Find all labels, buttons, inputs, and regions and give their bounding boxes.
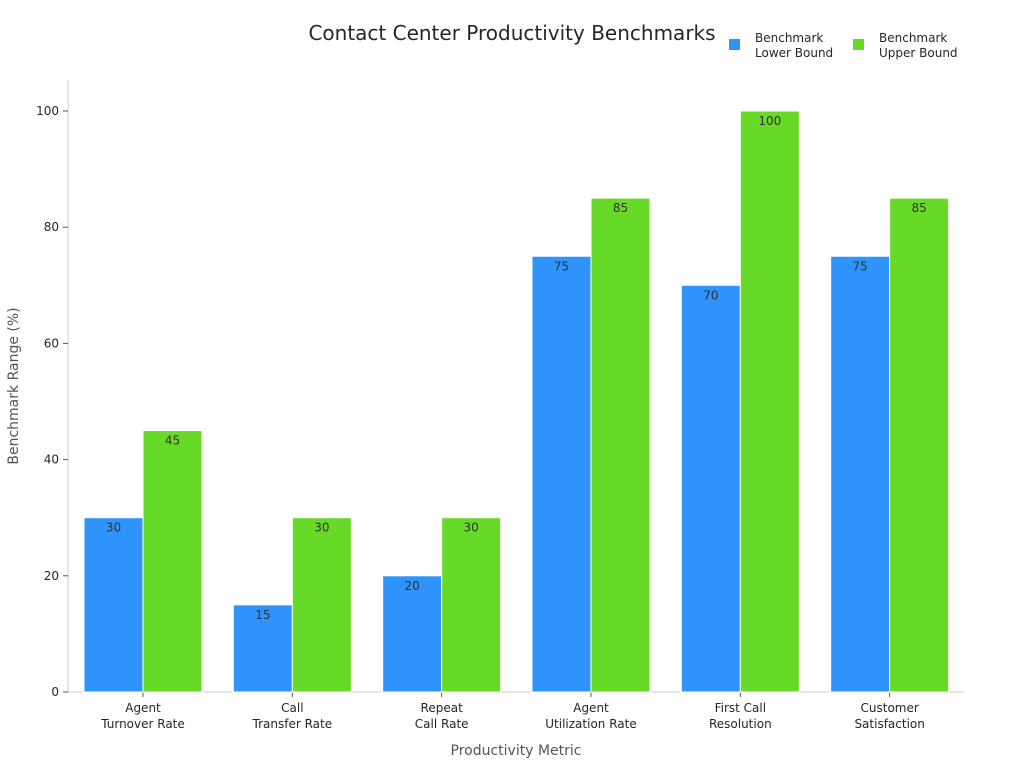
- x-tick-label: Repeat Call Rate: [415, 701, 469, 731]
- y-tick-label: 100: [36, 104, 59, 118]
- y-tick-label: 40: [44, 453, 59, 467]
- chart-title: Contact Center Productivity Benchmarks: [308, 21, 715, 45]
- data-label: 15: [255, 608, 270, 622]
- bars: [83, 110, 950, 693]
- legend-swatch-upper: [853, 39, 864, 50]
- bar-lower-4: [680, 284, 741, 693]
- bar-lower-3: [531, 255, 592, 693]
- y-tick-label: 60: [44, 336, 59, 350]
- bar-lower-5: [830, 255, 891, 693]
- data-label: 75: [853, 259, 868, 273]
- y-tick-label: 0: [51, 685, 59, 699]
- x-tick-label: Agent Turnover Rate: [100, 701, 185, 731]
- bar-upper-3: [590, 197, 651, 693]
- bar-upper-5: [889, 197, 950, 693]
- bar-upper-1: [291, 517, 352, 693]
- y-axis-title: Benchmark Range (%): [6, 307, 22, 464]
- legend-label-upper: Benchmark Upper Bound: [879, 31, 958, 60]
- bar-upper-0: [142, 430, 203, 693]
- data-label: 85: [912, 201, 927, 215]
- data-label: 70: [703, 288, 718, 302]
- data-label: 75: [554, 259, 569, 273]
- legend-swatch-lower: [729, 39, 740, 50]
- data-label: 30: [106, 521, 121, 535]
- data-label: 100: [758, 114, 781, 128]
- axes: 0 20 40 60 80 100 Agent Turnover Rate Call Transf…: [36, 80, 964, 731]
- bar-lower-0: [83, 517, 144, 693]
- x-tick-label: First Call Resolution: [709, 701, 772, 731]
- bar-upper-4: [739, 110, 800, 693]
- x-tick-label: Agent Utilization Rate: [545, 701, 636, 731]
- y-tick-label: 20: [44, 569, 59, 583]
- y-tick-label: 80: [44, 220, 59, 234]
- legend-label-lower: Benchmark Lower Bound: [755, 31, 833, 60]
- data-labels: 30 45 15 30 20 30 75 85 70 100 75 85: [106, 114, 927, 622]
- x-tick-label: Call Transfer Rate: [252, 701, 333, 731]
- bar-upper-2: [441, 517, 502, 693]
- data-label: 30: [314, 521, 329, 535]
- x-axis-title: Productivity Metric: [451, 743, 582, 759]
- bar-lower-2: [382, 575, 443, 693]
- data-label: 45: [165, 434, 180, 448]
- data-label: 20: [405, 579, 420, 593]
- legend: Benchmark Lower Bound Benchmark Upper Bound: [729, 31, 958, 60]
- bar-lower-1: [232, 604, 293, 693]
- data-label: 30: [464, 521, 479, 535]
- x-tick-label: Customer Satisfaction: [854, 701, 924, 731]
- data-label: 85: [613, 201, 628, 215]
